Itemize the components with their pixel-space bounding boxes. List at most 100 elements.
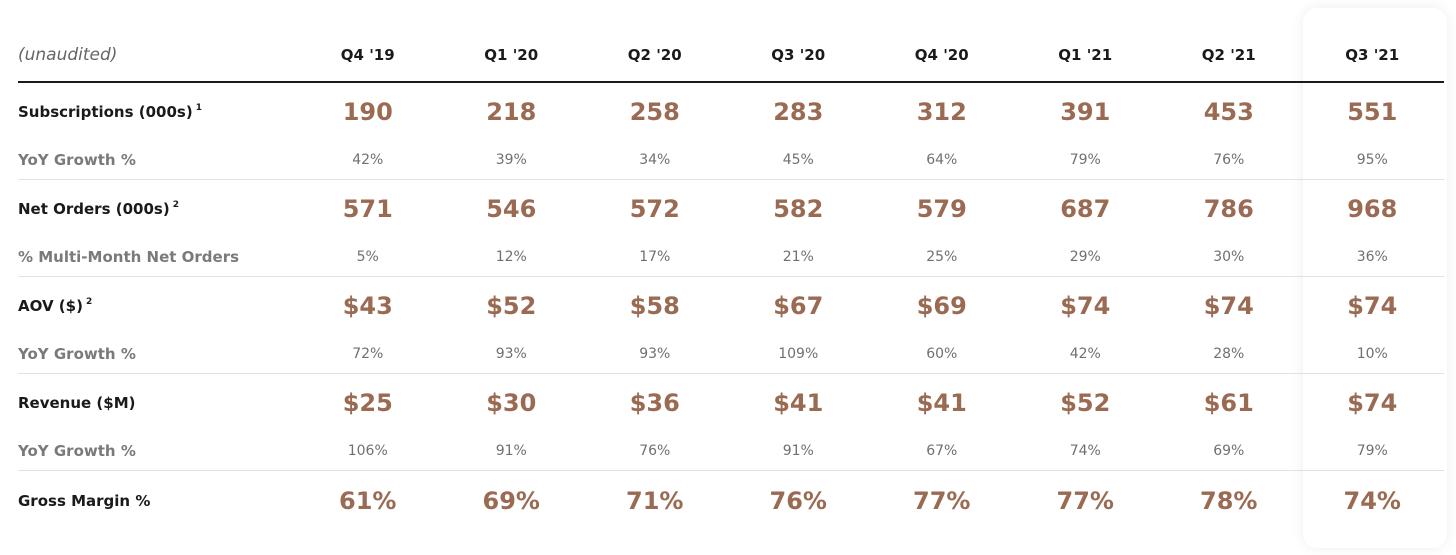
metric-label: AOV ($) 2 bbox=[18, 277, 296, 336]
quarterly-metrics-table: (unaudited) Q4 '19 Q1 '20 Q2 '20 Q3 '20 … bbox=[18, 28, 1444, 531]
metric-label: Gross Margin % bbox=[18, 471, 296, 532]
gross-margin-row: Gross Margin % 61% 69% 71% 76% 77% 77% 7… bbox=[18, 471, 1444, 532]
sub-metric-value: 76% bbox=[583, 432, 727, 471]
sub-metric-value: 34% bbox=[583, 141, 727, 180]
metric-value: $61 bbox=[1203, 389, 1254, 417]
metric-label: Net Orders (000s) 2 bbox=[18, 180, 296, 239]
sub-metric-value: 93% bbox=[583, 335, 727, 374]
sub-metric-value: 17% bbox=[583, 238, 727, 277]
sub-metric-label: YoY Growth % bbox=[18, 335, 296, 374]
metric-value: 312 bbox=[916, 98, 967, 126]
metric-value: 582 bbox=[773, 195, 824, 223]
sub-metric-value: 21% bbox=[726, 238, 870, 277]
sub-metric-label: % Multi-Month Net Orders bbox=[18, 238, 296, 277]
sub-metric-value: 72% bbox=[296, 335, 440, 374]
footnote-marker: 2 bbox=[85, 297, 93, 307]
sub-metric-value: 76% bbox=[1157, 141, 1301, 180]
quarter-header: Q1 '20 bbox=[439, 28, 583, 83]
sub-metric-value: 69% bbox=[1157, 432, 1301, 471]
net-orders-row: Net Orders (000s) 2 571 546 572 582 579 6… bbox=[18, 180, 1444, 239]
metric-value: $74 bbox=[1060, 292, 1111, 320]
quarter-header: Q2 '20 bbox=[583, 28, 727, 83]
aov-growth-row: YoY Growth % 72% 93% 93% 109% 60% 42% 28… bbox=[18, 335, 1444, 374]
metric-value: $67 bbox=[773, 292, 824, 320]
sub-metric-value: 74% bbox=[1013, 432, 1157, 471]
quarter-header: Q4 '20 bbox=[870, 28, 1014, 83]
metric-value: $36 bbox=[629, 389, 680, 417]
revenue-growth-row: YoY Growth % 106% 91% 76% 91% 67% 74% 69… bbox=[18, 432, 1444, 471]
sub-metric-label: YoY Growth % bbox=[18, 432, 296, 471]
metric-value: 190 bbox=[342, 98, 393, 126]
metric-value: $30 bbox=[486, 389, 537, 417]
metric-value: 76% bbox=[769, 487, 827, 515]
metric-value: 571 bbox=[342, 195, 393, 223]
header-row: (unaudited) Q4 '19 Q1 '20 Q2 '20 Q3 '20 … bbox=[18, 28, 1444, 83]
metric-value: $74 bbox=[1347, 389, 1398, 417]
metric-value: $25 bbox=[342, 389, 393, 417]
metric-value: 77% bbox=[1056, 487, 1114, 515]
sub-metric-value: 79% bbox=[1013, 141, 1157, 180]
metric-value: 687 bbox=[1060, 195, 1111, 223]
sub-metric-value: 42% bbox=[1013, 335, 1157, 374]
sub-metric-value: 45% bbox=[726, 141, 870, 180]
metric-value: 77% bbox=[913, 487, 971, 515]
sub-metric-value: 10% bbox=[1300, 335, 1444, 374]
metric-value: 69% bbox=[482, 487, 540, 515]
sub-metric-value: 91% bbox=[439, 432, 583, 471]
sub-metric-value: 79% bbox=[1300, 432, 1444, 471]
sub-metric-value: 91% bbox=[726, 432, 870, 471]
metric-value: 74% bbox=[1343, 487, 1401, 515]
metric-value: $74 bbox=[1347, 292, 1398, 320]
revenue-row: Revenue ($M) $25 $30 $36 $41 $41 $52 $61… bbox=[18, 374, 1444, 433]
quarter-header: Q3 '20 bbox=[726, 28, 870, 83]
metric-value: 218 bbox=[486, 98, 537, 126]
metric-label: Revenue ($M) bbox=[18, 374, 296, 433]
metric-label-text: AOV ($) bbox=[18, 297, 83, 315]
sub-metric-value: 64% bbox=[870, 141, 1014, 180]
quarter-header: Q1 '21 bbox=[1013, 28, 1157, 83]
metric-value: 551 bbox=[1347, 98, 1398, 126]
metric-value: 453 bbox=[1203, 98, 1254, 126]
sub-metric-value: 42% bbox=[296, 141, 440, 180]
sub-metric-value: 29% bbox=[1013, 238, 1157, 277]
metric-value: 579 bbox=[916, 195, 967, 223]
multi-month-orders-row: % Multi-Month Net Orders 5% 12% 17% 21% … bbox=[18, 238, 1444, 277]
metric-value: 786 bbox=[1203, 195, 1254, 223]
metric-value: 391 bbox=[1060, 98, 1111, 126]
sub-metric-value: 28% bbox=[1157, 335, 1301, 374]
subscriptions-growth-row: YoY Growth % 42% 39% 34% 45% 64% 79% 76%… bbox=[18, 141, 1444, 180]
sub-metric-value: 67% bbox=[870, 432, 1014, 471]
sub-metric-value: 106% bbox=[296, 432, 440, 471]
sub-metric-value: 12% bbox=[439, 238, 583, 277]
metric-value: 283 bbox=[773, 98, 824, 126]
footnote-marker: 2 bbox=[172, 200, 179, 210]
footnote-marker: 1 bbox=[195, 103, 202, 113]
metric-label: Subscriptions (000s) 1 bbox=[18, 82, 296, 141]
sub-metric-value: 109% bbox=[726, 335, 870, 374]
sub-metric-value: 93% bbox=[439, 335, 583, 374]
sub-metric-label: YoY Growth % bbox=[18, 141, 296, 180]
metric-value: $41 bbox=[773, 389, 824, 417]
metric-value: $58 bbox=[629, 292, 680, 320]
metric-value: $74 bbox=[1203, 292, 1254, 320]
aov-row: AOV ($) 2 $43 $52 $58 $67 $69 $74 $74 $74 bbox=[18, 277, 1444, 336]
sub-metric-value: 60% bbox=[870, 335, 1014, 374]
sub-metric-value: 5% bbox=[296, 238, 440, 277]
metric-value: 61% bbox=[339, 487, 397, 515]
sub-metric-value: 36% bbox=[1300, 238, 1444, 277]
metric-value: 546 bbox=[486, 195, 537, 223]
metric-value: 258 bbox=[629, 98, 680, 126]
quarter-header: Q4 '19 bbox=[296, 28, 440, 83]
metric-value: 78% bbox=[1200, 487, 1258, 515]
metric-value: 968 bbox=[1347, 195, 1398, 223]
metric-label-text: Subscriptions (000s) bbox=[18, 103, 193, 121]
metric-value: $52 bbox=[1060, 389, 1111, 417]
metric-value: 572 bbox=[629, 195, 680, 223]
sub-metric-value: 25% bbox=[870, 238, 1014, 277]
metric-value: 71% bbox=[626, 487, 684, 515]
metric-label-text: Revenue ($M) bbox=[18, 394, 136, 412]
sub-metric-value: 95% bbox=[1300, 141, 1444, 180]
sub-metric-value: 39% bbox=[439, 141, 583, 180]
metric-value: $43 bbox=[342, 292, 393, 320]
metric-value: $69 bbox=[916, 292, 967, 320]
